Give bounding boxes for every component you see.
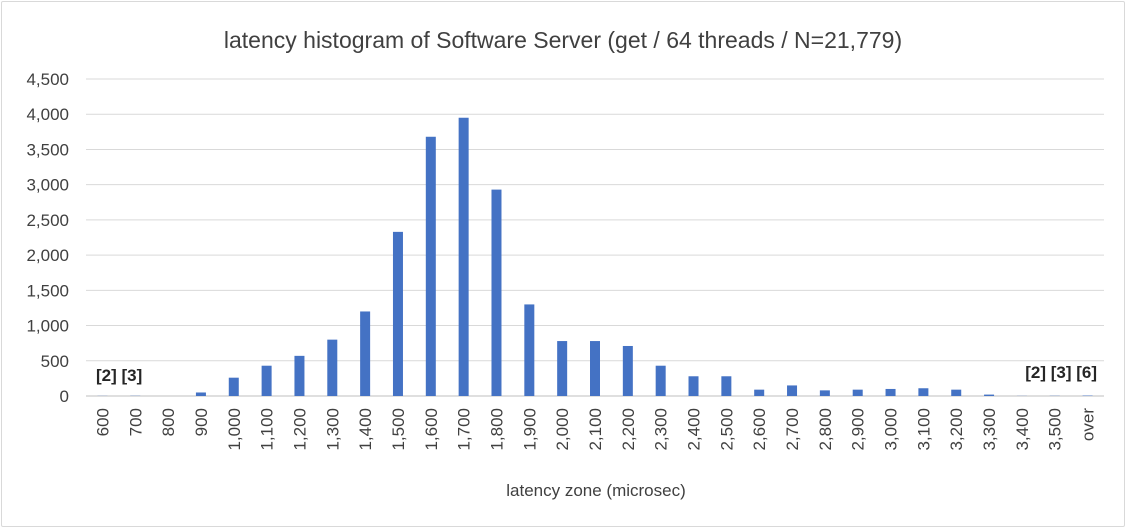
bar	[491, 189, 502, 396]
y-axis-ticks: 0 500 1,000 1,500 2,000 2,500 3,000 3,500 4,000 4…	[26, 70, 69, 406]
x-tick-label: 2,900	[849, 408, 868, 451]
bar	[590, 341, 600, 396]
x-tick-label: 3,400	[1013, 408, 1032, 451]
bar	[819, 390, 830, 396]
bar	[721, 376, 732, 396]
x-tick-label: 2,100	[586, 408, 605, 451]
bar	[918, 388, 929, 396]
x-tick-label: 2,000	[553, 408, 572, 451]
x-tick-label: 900	[192, 408, 211, 436]
x-tick-label: over	[1079, 408, 1098, 441]
bar	[885, 388, 896, 396]
x-tick-label: 2,300	[652, 408, 671, 451]
x-tick-label: 3,300	[980, 408, 999, 451]
bar	[294, 355, 305, 396]
bar	[754, 389, 765, 396]
bar	[688, 376, 699, 396]
bar	[392, 231, 403, 396]
x-tick-label: 3,500	[1046, 408, 1065, 451]
y-tick-label: 1,000	[26, 317, 69, 336]
x-tick-label: 800	[159, 408, 178, 436]
y-tick-label: 0	[60, 387, 69, 406]
x-tick-label: 2,500	[717, 408, 736, 451]
bars	[97, 117, 1093, 396]
x-tick-label: 3,000	[882, 408, 901, 451]
bar	[195, 392, 206, 396]
x-tick-label: 1,400	[356, 408, 375, 451]
x-tick-label: 2,800	[816, 408, 835, 451]
bar	[984, 394, 995, 396]
y-tick-label: 2,000	[26, 246, 69, 265]
annotation-right: [2] [3] [6]	[1025, 363, 1097, 382]
bar	[951, 389, 962, 396]
bar	[524, 304, 535, 396]
gridlines	[86, 78, 1104, 397]
x-tick-label: 1,300	[323, 408, 342, 451]
x-tick-label: 1,100	[258, 408, 277, 451]
bar	[228, 377, 239, 396]
x-tick-label: 2,700	[783, 408, 802, 451]
x-tick-label: 2,200	[619, 408, 638, 451]
bar	[787, 385, 798, 396]
x-tick-label: 1,000	[225, 408, 244, 451]
x-tick-label: 3,100	[914, 408, 933, 451]
x-axis-ticks: 600 700 800 900 1,000 1,100 1,200 1,300 1,400 1,5…	[93, 408, 1097, 451]
y-tick-label: 4,000	[26, 105, 69, 124]
y-tick-label: 500	[41, 352, 69, 371]
x-tick-label: 2,400	[685, 408, 704, 451]
x-tick-label: 700	[126, 408, 145, 436]
y-tick-label: 3,500	[26, 140, 69, 159]
y-tick-label: 3,000	[26, 176, 69, 195]
y-tick-label: 2,500	[26, 211, 69, 230]
x-tick-label: 1,800	[487, 408, 506, 451]
bar	[327, 339, 338, 396]
x-tick-label: 1,200	[290, 408, 309, 451]
x-tick-label: 600	[93, 408, 112, 436]
chart-title: latency histogram of Software Server (ge…	[224, 27, 902, 53]
x-tick-label: 1,700	[455, 408, 474, 451]
bar	[425, 136, 436, 396]
x-axis-title: latency zone (microsec)	[506, 481, 686, 500]
bar	[852, 389, 863, 396]
x-tick-label: 1,600	[422, 408, 441, 451]
annotation-left: [2] [3]	[96, 366, 142, 385]
x-tick-label: 3,200	[947, 408, 966, 451]
bar	[458, 117, 469, 396]
bar	[622, 345, 633, 396]
bar	[261, 365, 272, 396]
bar	[360, 311, 371, 396]
bar	[655, 365, 666, 396]
x-tick-label: 1,500	[389, 408, 408, 451]
x-tick-label: 2,600	[750, 408, 769, 451]
x-tick-label: 1,900	[520, 408, 539, 451]
y-tick-label: 4,500	[26, 70, 69, 89]
y-tick-label: 1,500	[26, 281, 69, 300]
bar	[557, 341, 568, 396]
